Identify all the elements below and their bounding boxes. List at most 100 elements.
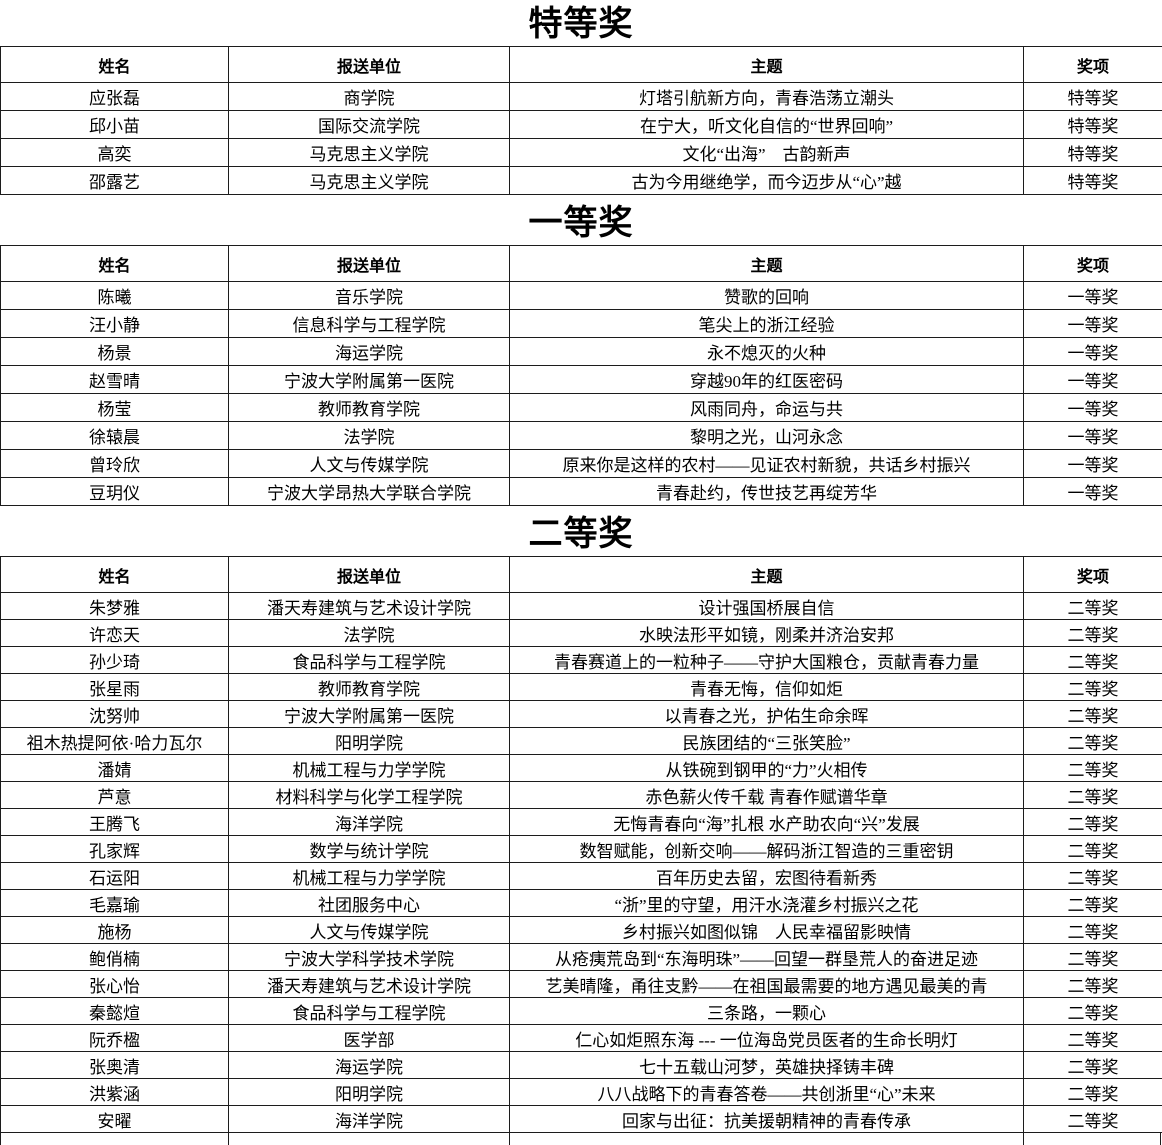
cell-theme: 赤色薪火传千载 青春作赋谱华章 (510, 782, 1024, 809)
table-row: 石运阳机械工程与力学学院百年历史去留，宏图待看新秀二等奖 (1, 863, 1162, 890)
cell-unit: 机械工程与力学学院 (229, 863, 510, 890)
cell-theme: 文化“出海” 古韵新声 (510, 139, 1024, 167)
cell-award: 一等奖 (1024, 450, 1162, 478)
cell-name: 张星雨 (1, 674, 229, 701)
cell-unit: 人文与传媒学院 (229, 450, 510, 478)
table-row: 王腾飞海洋学院无悔青春向“海”扎根 水产助农向“兴”发展二等奖 (1, 809, 1162, 836)
cutoff-border-right (1160, 1133, 1161, 1145)
column-header-unit: 报送单位 (229, 557, 510, 593)
cell-theme: 民族团结的“三张笑脸” (510, 728, 1024, 755)
cell-unit: 宁波大学附属第一医院 (229, 701, 510, 728)
cell-theme: 灯塔引航新方向，青春浩荡立潮头 (510, 83, 1024, 111)
column-header-theme: 主题 (510, 557, 1024, 593)
column-header-theme: 主题 (510, 246, 1024, 282)
cell-award: 二等奖 (1024, 1079, 1162, 1106)
cell-award: 一等奖 (1024, 366, 1162, 394)
cell-award: 二等奖 (1024, 863, 1162, 890)
cell-theme: 八八战略下的青春答卷——共创浙里“心”未来 (510, 1079, 1024, 1106)
cell-name: 孔家辉 (1, 836, 229, 863)
award-document: 特等奖姓名报送单位主题奖项应张磊商学院灯塔引航新方向，青春浩荡立潮头特等奖邱小苗… (0, 6, 1162, 1133)
cell-theme: 三条路，一颗心 (510, 998, 1024, 1025)
cell-unit: 潘天寿建筑与艺术设计学院 (229, 971, 510, 998)
cell-award: 二等奖 (1024, 836, 1162, 863)
cell-name: 沈努帅 (1, 701, 229, 728)
section-title: 二等奖 (0, 516, 1162, 554)
cell-theme: 无悔青春向“海”扎根 水产助农向“兴”发展 (510, 809, 1024, 836)
table-row: 应张磊商学院灯塔引航新方向，青春浩荡立潮头特等奖 (1, 83, 1162, 111)
cell-theme: 仁心如炬照东海 --- 一位海岛党员医者的生命长明灯 (510, 1025, 1024, 1052)
cell-name: 应张磊 (1, 83, 229, 111)
cell-unit: 宁波大学附属第一医院 (229, 366, 510, 394)
table-row: 邵露艺马克思主义学院古为今用继绝学，而今迈步从“心”越特等奖 (1, 167, 1162, 195)
cell-name: 张心怡 (1, 971, 229, 998)
table-row: 杨莹教师教育学院风雨同舟，命运与共一等奖 (1, 394, 1162, 422)
cell-theme: 笔尖上的浙江经验 (510, 310, 1024, 338)
table-row: 张奥清海运学院七十五载山河梦，英雄抉择铸丰碑二等奖 (1, 1052, 1162, 1079)
column-header-name: 姓名 (1, 246, 229, 282)
cell-theme: 从铁碗到钢甲的“力”火相传 (510, 755, 1024, 782)
cell-name: 施杨 (1, 917, 229, 944)
cell-theme: 赞歌的回响 (510, 282, 1024, 310)
cell-award: 二等奖 (1024, 1052, 1162, 1079)
cell-award: 一等奖 (1024, 338, 1162, 366)
cell-theme: 在宁大，听文化自信的“世界回响” (510, 111, 1024, 139)
cell-name: 潘婧 (1, 755, 229, 782)
cell-unit: 信息科学与工程学院 (229, 310, 510, 338)
cell-theme: 青春无悔，信仰如炬 (510, 674, 1024, 701)
cell-theme: 永不熄灭的火种 (510, 338, 1024, 366)
cell-theme: 穿越90年的红医密码 (510, 366, 1024, 394)
cell-award: 二等奖 (1024, 782, 1162, 809)
cell-award: 二等奖 (1024, 917, 1162, 944)
cell-theme: 黎明之光，山河永念 (510, 422, 1024, 450)
cutoff-border-col1 (228, 1133, 229, 1145)
cell-name: 石运阳 (1, 863, 229, 890)
column-header-name: 姓名 (1, 557, 229, 593)
table-row: 高奕马克思主义学院文化“出海” 古韵新声特等奖 (1, 139, 1162, 167)
cell-unit: 法学院 (229, 422, 510, 450)
table-row: 豆玥仪宁波大学昂热大学联合学院青春赴约，传世技艺再绽芳华一等奖 (1, 478, 1162, 506)
column-header-unit: 报送单位 (229, 246, 510, 282)
table-row: 孔家辉数学与统计学院数智赋能，创新交响——解码浙江智造的三重密钥二等奖 (1, 836, 1162, 863)
table-header-row: 姓名报送单位主题奖项 (1, 246, 1162, 282)
award-section: 一等奖姓名报送单位主题奖项陈曦音乐学院赞歌的回响一等奖汪小静信息科学与工程学院笔… (0, 205, 1162, 506)
cell-unit: 商学院 (229, 83, 510, 111)
cell-award: 特等奖 (1024, 83, 1162, 111)
cell-name: 陈曦 (1, 282, 229, 310)
cell-theme: 百年历史去留，宏图待看新秀 (510, 863, 1024, 890)
cell-award: 二等奖 (1024, 998, 1162, 1025)
table-row: 杨景海运学院永不熄灭的火种一等奖 (1, 338, 1162, 366)
section-title: 一等奖 (0, 205, 1162, 243)
cell-name: 徐辕晨 (1, 422, 229, 450)
cell-unit: 教师教育学院 (229, 394, 510, 422)
cell-name: 芦意 (1, 782, 229, 809)
cell-unit: 国际交流学院 (229, 111, 510, 139)
cell-unit: 海洋学院 (229, 809, 510, 836)
table-row: 施杨人文与传媒学院乡村振兴如图似锦 人民幸福留影映情二等奖 (1, 917, 1162, 944)
table-row: 毛嘉瑜社团服务中心“浙”里的守望，用汗水浇灌乡村振兴之花二等奖 (1, 890, 1162, 917)
section-title: 特等奖 (0, 6, 1162, 44)
cell-award: 二等奖 (1024, 944, 1162, 971)
cutoff-row-borders (0, 1133, 1162, 1145)
award-section: 特等奖姓名报送单位主题奖项应张磊商学院灯塔引航新方向，青春浩荡立潮头特等奖邱小苗… (0, 6, 1162, 195)
cutoff-border-left (0, 1133, 1, 1145)
cell-name: 安曜 (1, 1106, 229, 1133)
table-header-row: 姓名报送单位主题奖项 (1, 557, 1162, 593)
cell-unit: 海运学院 (229, 1052, 510, 1079)
table-row: 鲍俏楠宁波大学科学技术学院从疮痍荒岛到“东海明珠”——回望一群垦荒人的奋进足迹二… (1, 944, 1162, 971)
cell-name: 张奥清 (1, 1052, 229, 1079)
cell-theme: 设计强国桥展自信 (510, 593, 1024, 620)
cell-unit: 马克思主义学院 (229, 167, 510, 195)
cell-theme: 古为今用继绝学，而今迈步从“心”越 (510, 167, 1024, 195)
table-row: 孙少琦食品科学与工程学院青春赛道上的一粒种子——守护大国粮仓，贡献青春力量二等奖 (1, 647, 1162, 674)
cell-unit: 材料科学与化学工程学院 (229, 782, 510, 809)
cell-name: 许恋天 (1, 620, 229, 647)
cell-name: 曾玲欣 (1, 450, 229, 478)
cell-theme: 风雨同舟，命运与共 (510, 394, 1024, 422)
table-row: 赵雪晴宁波大学附属第一医院穿越90年的红医密码一等奖 (1, 366, 1162, 394)
cell-name: 祖木热提阿依·哈力瓦尔 (1, 728, 229, 755)
column-header-unit: 报送单位 (229, 47, 510, 83)
cell-unit: 医学部 (229, 1025, 510, 1052)
cell-award: 二等奖 (1024, 1106, 1162, 1133)
cell-unit: 机械工程与力学学院 (229, 755, 510, 782)
cell-award: 特等奖 (1024, 167, 1162, 195)
